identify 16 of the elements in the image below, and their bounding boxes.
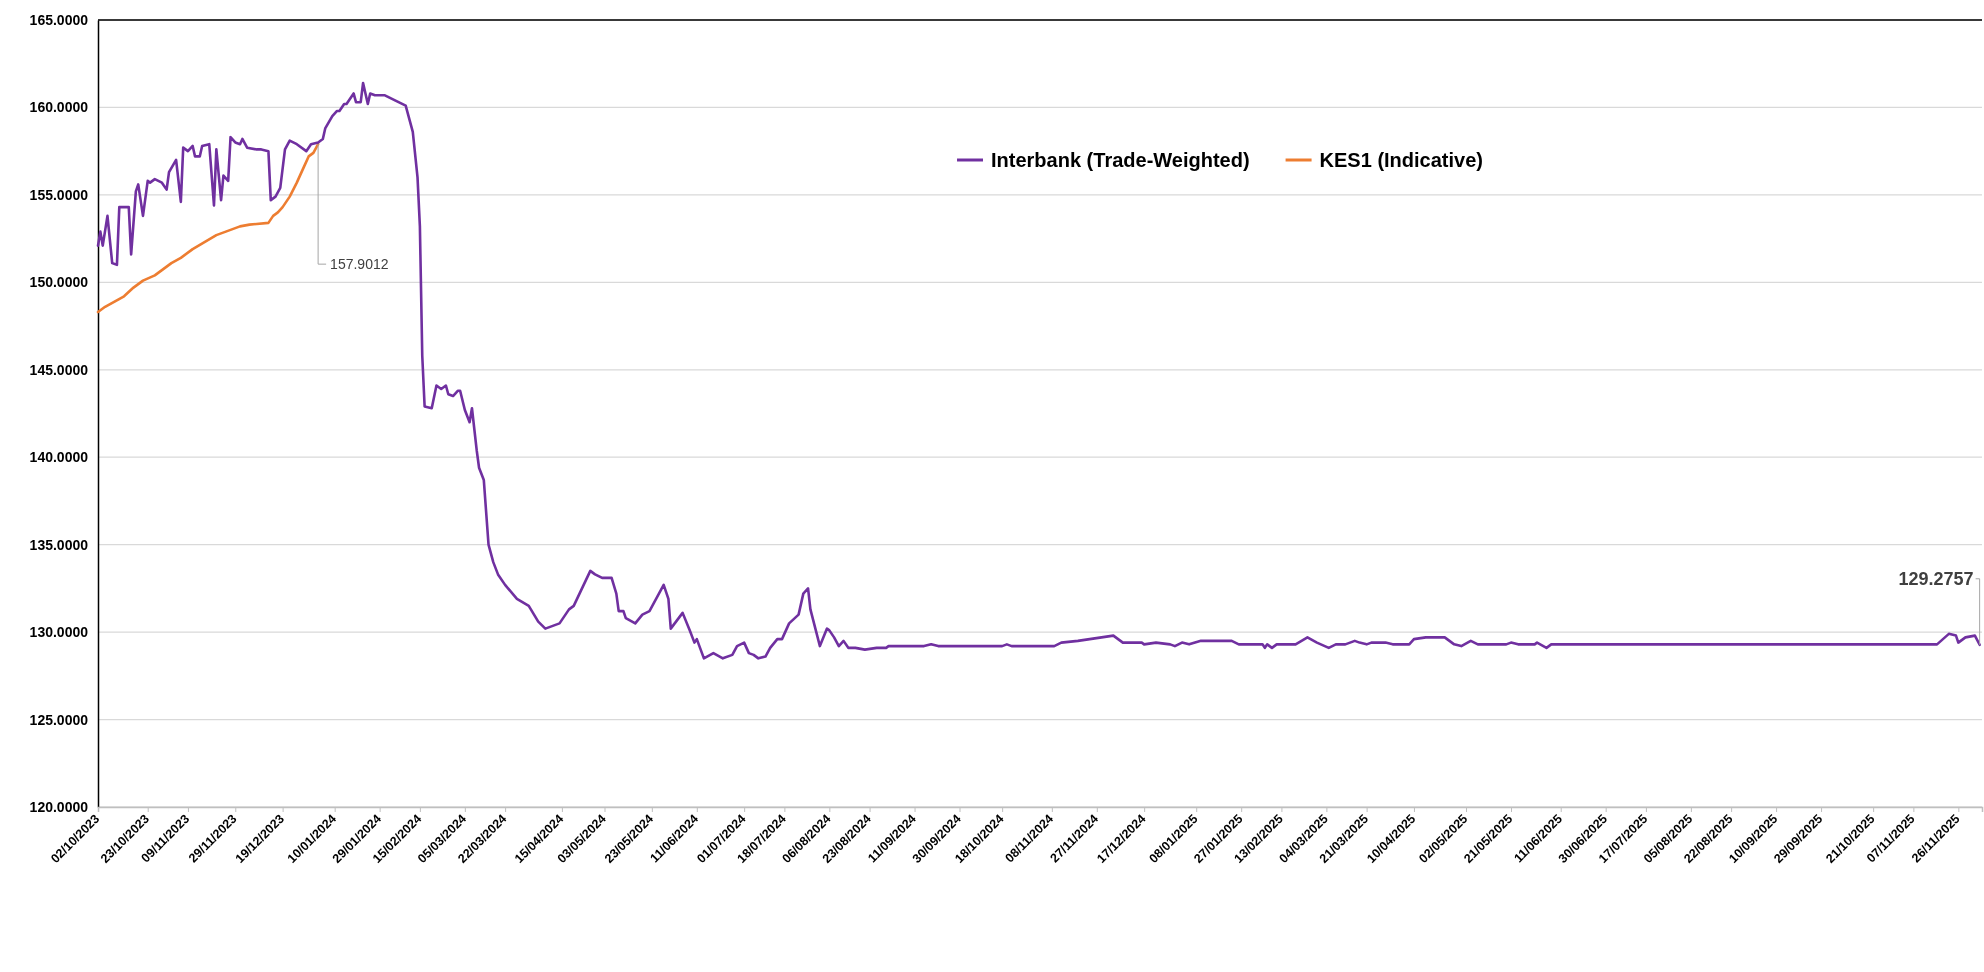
y-tick-label: 145.0000: [29, 361, 89, 378]
y-tick-label: 130.0000: [29, 624, 89, 641]
line-series: [96, 81, 1981, 660]
annotation: 157.9012: [330, 256, 389, 273]
legend-label: KES1 (Indicative): [1319, 149, 1483, 171]
y-tick-label: 135.0000: [29, 536, 89, 553]
y-tick-label: 125.0000: [29, 711, 89, 728]
line-series: [96, 142, 320, 314]
y-tick-label: 155.0000: [29, 186, 89, 203]
y-tick-label: 165.0000: [29, 11, 89, 28]
y-tick-label: 160.0000: [29, 99, 89, 116]
y-tick-label: 140.0000: [29, 449, 89, 466]
y-tick-label: 120.0000: [29, 798, 89, 815]
annotation: 129.2757: [1898, 568, 1974, 589]
legend-label: Interbank (Trade-Weighted): [991, 149, 1250, 171]
y-tick-label: 150.0000: [29, 274, 89, 291]
